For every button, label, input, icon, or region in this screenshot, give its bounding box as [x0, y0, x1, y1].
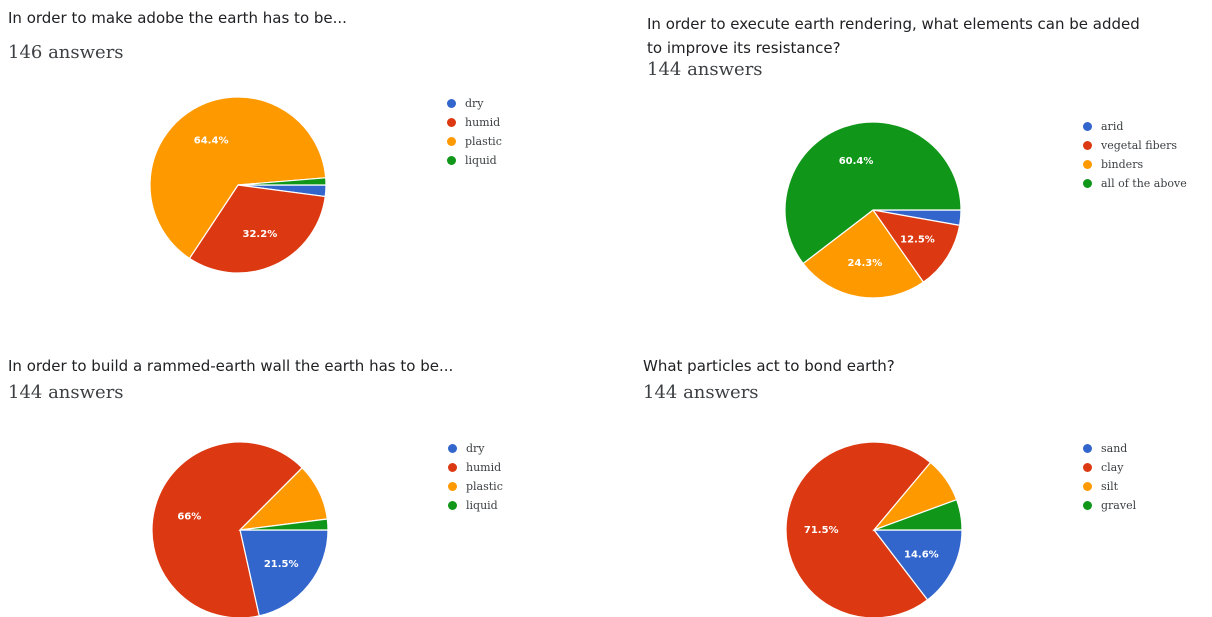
legend-label: clay: [1101, 461, 1124, 474]
legend-label: all of the above: [1101, 177, 1187, 190]
pie-slice-dry: [239, 529, 329, 617]
pie-data-label: 60.4%: [839, 156, 874, 167]
pie-slice-all-of-the-above: [784, 121, 962, 265]
legend-label: binders: [1101, 158, 1144, 171]
pie-chart: 32.2% 64.4%: [149, 96, 327, 274]
pie-slice-binders: [802, 209, 925, 299]
legend-item: clay: [1083, 458, 1136, 477]
pie-slice-clay: [785, 441, 932, 617]
legend-label: humid: [465, 116, 501, 129]
legend-label: plastic: [466, 480, 503, 493]
legend: arid vegetal fibers binders all of the abov…: [1083, 117, 1187, 193]
pie-slice-plastic: [149, 96, 327, 260]
pie-chart: 21.5% 66%: [151, 441, 329, 617]
legend-label: dry: [466, 442, 485, 455]
question-title: In order to build a rammed-earth wall th…: [8, 357, 454, 375]
pie-data-label: 71.5%: [804, 525, 839, 536]
pie-slice-humid: [188, 184, 326, 274]
pie-slice-liquid: [237, 177, 327, 186]
legend-swatch: [1083, 141, 1092, 150]
answers-count: 146 answers: [8, 42, 124, 63]
question-title-line-1: In order to execute earth rendering, wha…: [647, 15, 1140, 33]
legend-item: arid: [1083, 117, 1187, 136]
legend-item: humid: [448, 458, 503, 477]
legend-swatch: [447, 99, 456, 108]
legend-label: vegetal fibers: [1101, 139, 1178, 152]
legend-label: liquid: [466, 499, 498, 512]
legend-label: silt: [1101, 480, 1119, 493]
pie-chart: 14.6% 71.5%: [785, 441, 963, 617]
legend-swatch: [448, 501, 457, 510]
question-title: In order to make adobe the earth has to …: [8, 9, 347, 27]
legend-swatch: [447, 137, 456, 146]
legend-label: sand: [1101, 442, 1128, 455]
legend-swatch: [448, 463, 457, 472]
pie-slice-liquid: [239, 518, 329, 531]
pie-slice-sand: [872, 529, 963, 601]
legend-item: humid: [447, 113, 502, 132]
pie-chart: 12.5% 24.3% 60.4%: [784, 121, 962, 299]
answers-count: 144 answers: [643, 382, 759, 403]
legend-item: all of the above: [1083, 174, 1187, 193]
answers-count: 144 answers: [647, 59, 763, 80]
pie-data-label: 21.5%: [264, 559, 299, 570]
legend-item: dry: [447, 94, 502, 113]
legend-swatch: [1083, 501, 1092, 510]
legend: sand clay silt gravel: [1083, 439, 1136, 515]
pie-slice-gravel: [873, 498, 963, 531]
pie-slice-humid: [151, 441, 304, 617]
legend-label: liquid: [465, 154, 497, 167]
legend-swatch: [447, 156, 456, 165]
legend-item: plastic: [448, 477, 503, 496]
legend-item: binders: [1083, 155, 1187, 174]
legend-swatch: [447, 118, 456, 127]
question-title-line-2: to improve its resistance?: [647, 39, 841, 57]
answers-count: 144 answers: [8, 382, 124, 403]
legend: dry humid plastic liquid: [448, 439, 503, 515]
legend-label: plastic: [465, 135, 502, 148]
legend-label: humid: [466, 461, 502, 474]
legend-label: arid: [1101, 120, 1124, 133]
legend-swatch: [1083, 463, 1092, 472]
legend-swatch: [1083, 482, 1092, 491]
legend-swatch: [1083, 444, 1092, 453]
legend-item: liquid: [447, 151, 502, 170]
pie-data-label: 14.6%: [904, 549, 939, 560]
legend-item: vegetal fibers: [1083, 136, 1187, 155]
pie-data-label: 32.2%: [243, 229, 278, 240]
legend-swatch: [1083, 160, 1092, 169]
pie-data-label: 64.4%: [194, 136, 229, 147]
legend-item: plastic: [447, 132, 502, 151]
legend-label: dry: [465, 97, 484, 110]
legend-swatch: [1083, 179, 1092, 188]
legend-label: gravel: [1101, 499, 1137, 512]
legend: dry humid plastic liquid: [447, 94, 502, 170]
pie-data-label: 66%: [177, 511, 201, 522]
legend-item: sand: [1083, 439, 1136, 458]
legend-swatch: [448, 482, 457, 491]
legend-item: dry: [448, 439, 503, 458]
pie-slice-vegetal-fibers: [871, 209, 961, 283]
legend-swatch: [1083, 122, 1092, 131]
legend-swatch: [448, 444, 457, 453]
legend-item: silt: [1083, 477, 1136, 496]
pie-data-label: 24.3%: [848, 258, 883, 269]
legend-item: gravel: [1083, 496, 1136, 515]
pie-data-label: 12.5%: [900, 234, 935, 245]
legend-item: liquid: [448, 496, 503, 515]
question-title: What particles act to bond earth?: [643, 357, 895, 375]
